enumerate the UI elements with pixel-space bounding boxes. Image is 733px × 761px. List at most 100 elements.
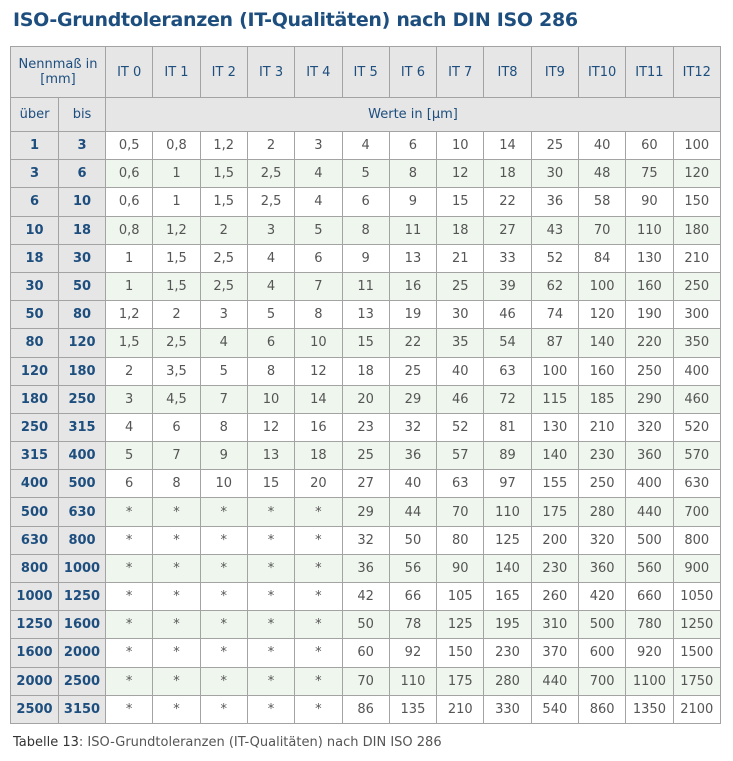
value-cell: 400: [625, 469, 674, 499]
value-cell: 60: [341, 638, 390, 668]
value-cell: 44: [388, 497, 438, 527]
value-cell: 29: [341, 497, 390, 527]
value-cell: 500: [625, 525, 674, 555]
value-cell: 280: [483, 666, 532, 696]
value-cell: *: [199, 666, 248, 696]
value-cell: 18: [294, 441, 343, 471]
value-cell: 250: [625, 356, 674, 386]
value-cell: 60: [625, 130, 674, 161]
value-cell: 280: [577, 497, 627, 527]
table-row: 1250 1600 * * * * * 50 78 125 195 310 500 780 1250: [10, 610, 722, 640]
value-cell: 92: [388, 638, 438, 668]
value-cell: 70: [577, 215, 627, 245]
value-cell: 20: [294, 469, 343, 499]
value-cell: *: [152, 525, 201, 555]
value-cell: 4: [105, 412, 154, 443]
value-cell: 210: [577, 412, 627, 443]
value-cell: 360: [577, 553, 627, 584]
value-cell: 0,8: [152, 130, 201, 161]
value-cell: 6: [388, 130, 438, 161]
value-cell: 2,5: [246, 187, 296, 217]
value-cell: 5: [294, 215, 343, 245]
value-cell: 25: [341, 441, 390, 471]
value-cell: *: [199, 497, 248, 527]
value-cell: 50: [341, 610, 390, 640]
value-cell: 46: [483, 300, 532, 330]
value-cell: 120: [577, 300, 627, 330]
value-cell: 135: [388, 694, 438, 724]
value-cell: 920: [625, 638, 674, 668]
value-cell: 190: [625, 300, 674, 330]
value-cell: 2: [246, 130, 296, 161]
ueber-cell: 6: [10, 187, 59, 217]
value-cell: 7: [199, 384, 248, 414]
value-cell: 11: [388, 215, 438, 245]
bis-cell: 2000: [57, 638, 107, 668]
table-row: 2500 3150 * * * * * 86 135 210 330 540 860 1350 2100: [10, 694, 722, 724]
value-cell: 13: [246, 441, 296, 471]
value-cell: 700: [577, 666, 627, 696]
value-cell: 300: [672, 300, 722, 330]
value-cell: 330: [483, 694, 532, 724]
value-cell: 440: [625, 497, 674, 527]
value-cell: 320: [577, 525, 627, 555]
value-cell: 2,5: [246, 159, 296, 189]
value-cell: 6: [294, 243, 343, 273]
value-cell: 155: [530, 469, 579, 499]
value-cell: *: [199, 638, 248, 668]
value-cell: 250: [577, 469, 627, 499]
value-cell: 3: [105, 384, 154, 414]
table-row: 50 80 1,2 2 3 5 8 13 19 30 46 74 120 190 300: [10, 300, 722, 330]
ueber-cell: 315: [10, 441, 59, 471]
value-cell: 9: [341, 243, 390, 273]
table-row: 315 400 5 7 9 13 18 25 36 57 89 140 230 360 570: [10, 441, 722, 471]
value-cell: 3,5: [152, 356, 201, 386]
value-cell: 100: [577, 271, 627, 302]
value-cell: 63: [436, 469, 485, 499]
value-cell: 105: [436, 581, 485, 612]
value-cell: *: [246, 525, 296, 555]
table-row: 2000 2500 * * * * * 70 110 175 280 440 700 1100 1750: [10, 666, 722, 696]
value-cell: 5: [105, 441, 154, 471]
value-cell: 89: [483, 441, 532, 471]
bis-cell: 120: [57, 328, 107, 358]
value-cell: 2,5: [199, 243, 248, 273]
value-cell: 90: [625, 187, 674, 217]
value-cell: 150: [436, 638, 485, 668]
value-cell: *: [199, 694, 248, 724]
value-cell: 1500: [672, 638, 722, 668]
value-cell: 12: [246, 412, 296, 443]
value-cell: *: [152, 610, 201, 640]
value-cell: *: [199, 610, 248, 640]
value-cell: 2,5: [199, 271, 248, 302]
grade-header: IT 5: [341, 46, 390, 98]
value-cell: *: [199, 525, 248, 555]
value-cell: 230: [483, 638, 532, 668]
value-cell: *: [152, 581, 201, 612]
value-cell: 36: [388, 441, 438, 471]
value-cell: 1,2: [105, 300, 154, 330]
bis-cell: 1000: [57, 553, 107, 584]
value-cell: *: [105, 525, 154, 555]
bis-cell: 630: [57, 497, 107, 527]
value-cell: 6: [105, 469, 154, 499]
value-cell: 11: [341, 271, 390, 302]
value-cell: *: [105, 666, 154, 696]
table-row: 1 3 0,5 0,8 1,2 2 3 4 6 10 14 25 40 60 100: [10, 130, 722, 161]
value-cell: 1050: [672, 581, 722, 612]
value-cell: 260: [530, 581, 579, 612]
ueber-cell: 630: [10, 525, 59, 555]
value-cell: *: [294, 497, 343, 527]
value-cell: 660: [625, 581, 674, 612]
value-cell: 4,5: [152, 384, 201, 414]
value-cell: 310: [530, 610, 579, 640]
ueber-cell: 2000: [10, 666, 59, 696]
bis-cell: 1250: [57, 581, 107, 612]
header-row-grades: Nennmaß in [mm] IT 0 IT 1 IT 2 IT 3 IT 4 IT 5…: [9, 46, 722, 98]
value-cell: 23: [341, 412, 390, 443]
value-cell: 3: [199, 300, 248, 330]
ueber-cell: 1: [10, 130, 59, 161]
value-cell: 5: [199, 356, 248, 386]
value-cell: *: [246, 638, 296, 668]
value-cell: 180: [672, 215, 722, 245]
